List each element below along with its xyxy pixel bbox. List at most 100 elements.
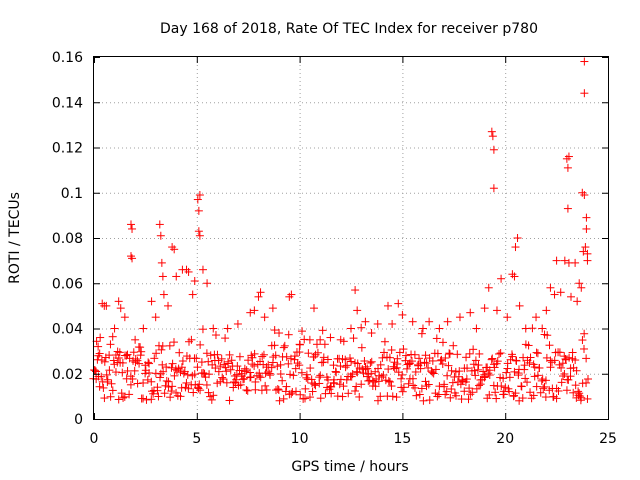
x-tick-label: 0 — [90, 431, 99, 447]
data-point — [468, 388, 477, 397]
data-point — [533, 371, 542, 380]
data-point — [497, 382, 506, 391]
data-point — [137, 347, 146, 356]
data-point — [469, 360, 478, 369]
data-point — [291, 387, 300, 396]
data-point — [367, 329, 376, 338]
data-point — [503, 313, 512, 322]
data-point — [136, 343, 145, 352]
data-point — [384, 301, 393, 310]
data-point — [242, 385, 251, 394]
data-point — [182, 265, 191, 274]
data-point — [114, 395, 123, 404]
data-point — [466, 390, 475, 399]
data-point — [216, 362, 225, 371]
data-point — [505, 387, 514, 396]
data-point — [107, 379, 116, 388]
data-point — [492, 306, 501, 315]
data-point — [359, 369, 368, 378]
data-point — [376, 392, 385, 401]
data-point — [214, 367, 223, 376]
data-point — [306, 364, 315, 373]
data-point — [579, 247, 588, 256]
data-point — [388, 392, 397, 401]
data-point — [198, 265, 207, 274]
data-point — [583, 374, 592, 383]
data-point — [351, 387, 360, 396]
data-point — [154, 392, 163, 401]
data-point — [507, 350, 516, 359]
data-point — [515, 301, 524, 310]
data-point — [209, 391, 218, 400]
data-point — [562, 386, 571, 395]
data-point — [315, 379, 324, 388]
data-point — [385, 353, 394, 362]
data-point — [136, 351, 145, 360]
data-point — [485, 371, 494, 380]
data-point — [105, 351, 114, 360]
data-point — [240, 374, 249, 383]
data-point — [150, 354, 159, 363]
data-point — [145, 368, 154, 377]
data-point — [583, 256, 592, 265]
data-point — [259, 350, 268, 359]
x-tick-label: 15 — [393, 431, 411, 447]
data-point — [469, 345, 478, 354]
data-point — [106, 340, 115, 349]
data-point — [170, 371, 179, 380]
data-point — [162, 363, 171, 372]
data-point — [311, 381, 320, 390]
data-point — [578, 188, 587, 197]
data-point — [438, 359, 447, 368]
data-point — [582, 213, 591, 222]
data-point — [489, 381, 498, 390]
data-point — [232, 375, 241, 384]
data-point — [118, 358, 127, 367]
data-point — [342, 375, 351, 384]
data-point — [338, 392, 347, 401]
data-point — [189, 388, 198, 397]
data-point — [540, 382, 549, 391]
data-point — [94, 342, 103, 351]
data-point — [287, 290, 296, 299]
data-point — [472, 324, 481, 333]
data-point — [451, 367, 460, 376]
data-point — [347, 324, 355, 333]
data-point — [323, 355, 332, 364]
data-point — [367, 369, 376, 378]
data-point — [480, 373, 489, 382]
data-point — [580, 57, 589, 66]
data-point — [392, 393, 401, 402]
data-point — [512, 356, 521, 365]
data-point — [574, 387, 583, 396]
data-point — [419, 396, 428, 405]
data-point — [209, 324, 218, 333]
data-point — [129, 348, 138, 357]
data-point — [176, 392, 185, 401]
data-point — [343, 361, 352, 370]
data-point — [307, 375, 316, 384]
data-point — [286, 370, 295, 379]
data-point — [433, 392, 442, 401]
data-point — [255, 372, 264, 381]
data-point — [139, 324, 148, 333]
data-point — [497, 274, 506, 283]
x-axis-title: GPS time / hours — [291, 459, 408, 475]
data-point — [203, 279, 212, 288]
data-point — [293, 359, 302, 368]
data-point — [183, 370, 192, 379]
data-point — [217, 354, 226, 363]
data-point — [361, 362, 370, 371]
data-point — [583, 249, 592, 258]
data-point — [195, 231, 204, 240]
data-point — [452, 391, 461, 400]
data-point — [455, 313, 464, 322]
data-point — [443, 317, 452, 326]
data-point — [379, 348, 388, 357]
data-point — [115, 348, 124, 357]
data-point — [312, 340, 321, 349]
data-point — [541, 393, 550, 402]
data-point — [453, 350, 462, 359]
data-point — [502, 368, 511, 377]
